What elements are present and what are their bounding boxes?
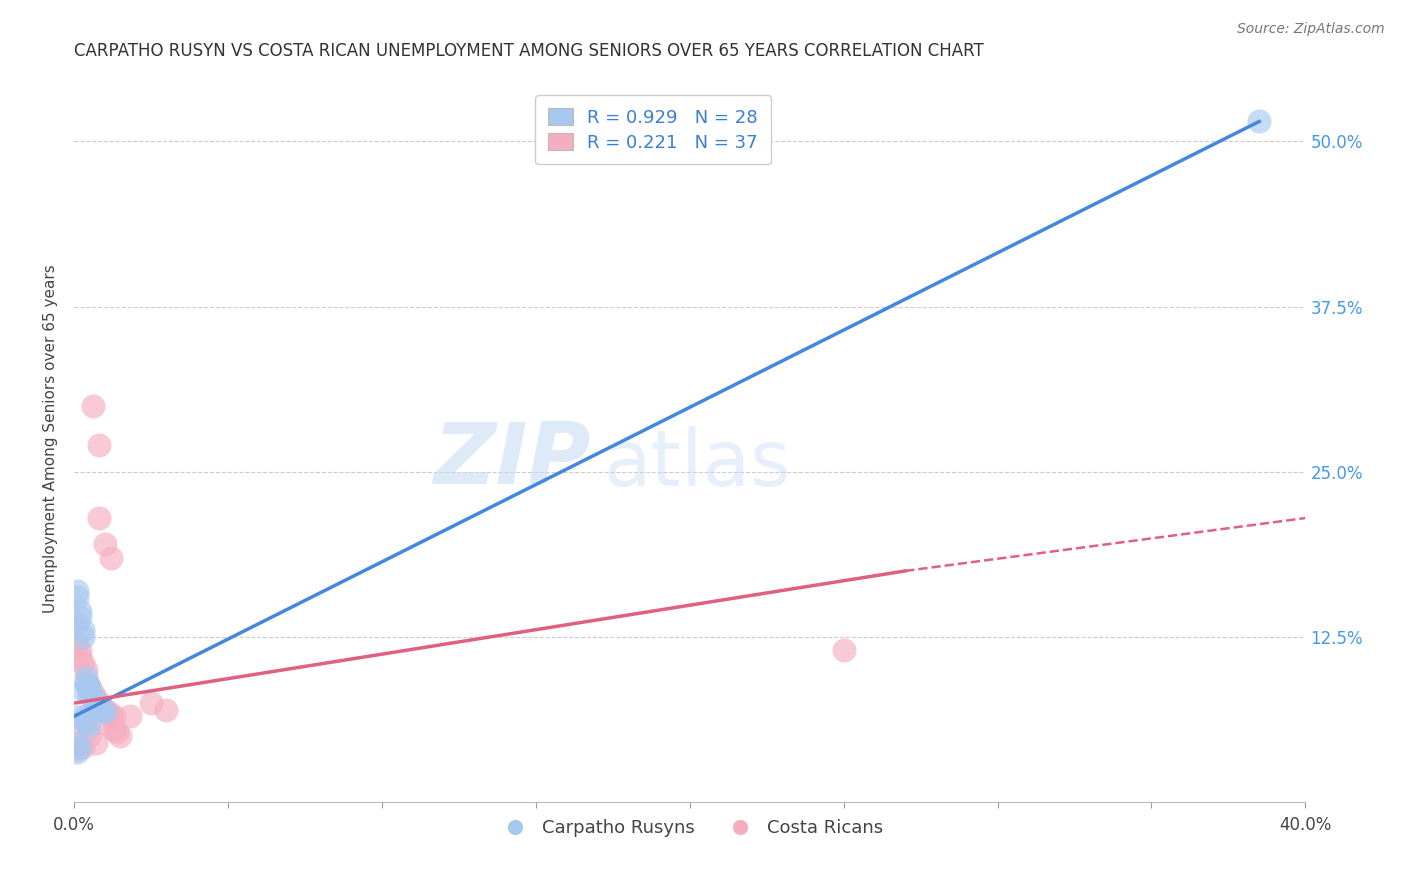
Point [94,706,117,720]
Point [66,591,89,605]
Point [66,745,89,759]
Point [82,690,104,704]
Point [87,438,110,452]
Point [90,703,112,717]
Point [66,736,89,750]
Point [82,399,104,413]
Y-axis label: Unemployment Among Seniors over 65 years: Unemployment Among Seniors over 65 years [44,264,58,613]
Point [90,700,112,714]
Point [79,687,101,701]
Legend: Carpatho Rusyns, Costa Ricans: Carpatho Rusyns, Costa Ricans [489,812,890,844]
Point [69,709,91,723]
Point [75,676,97,690]
Point [75,663,97,677]
Point [66,616,89,631]
Point [87,700,110,714]
Point [139,696,162,710]
Text: ZIP: ZIP [433,419,592,502]
Point [69,610,91,624]
Point [69,649,91,664]
Point [75,670,97,684]
Point [84,698,107,712]
Point [72,682,94,697]
Point [66,637,89,651]
Point [97,706,120,720]
Point [118,709,141,723]
Text: CARPATHO RUSYN VS COSTA RICAN UNEMPLOYMENT AMONG SENIORS OVER 65 YEARS CORRELATI: CARPATHO RUSYN VS COSTA RICAN UNEMPLOYME… [75,42,984,60]
Point [87,511,110,525]
Point [66,742,89,756]
Point [103,723,125,737]
Text: atlas: atlas [603,426,792,502]
Point [79,729,101,743]
Point [72,624,94,638]
Point [72,739,94,754]
Point [100,550,122,565]
Point [94,537,117,551]
Point [832,643,855,657]
Point [79,679,101,693]
Point [84,736,107,750]
Point [155,703,177,717]
Point [75,715,97,730]
Point [79,682,101,697]
Point [79,682,101,697]
Point [82,685,104,699]
Point [1249,114,1271,128]
Point [79,679,101,693]
Point [94,715,117,730]
Point [72,714,94,728]
Point [66,583,89,598]
Point [94,703,117,717]
Point [100,709,122,723]
Point [84,695,107,709]
Text: Source: ZipAtlas.com: Source: ZipAtlas.com [1237,22,1385,37]
Point [79,718,101,732]
Point [87,698,110,713]
Point [72,723,94,737]
Point [72,630,94,644]
Point [69,643,91,657]
Point [69,739,91,754]
Point [72,657,94,671]
Point [69,604,91,618]
Point [75,676,97,690]
Point [84,692,107,706]
Point [103,709,125,723]
Point [87,696,110,710]
Point [75,709,97,723]
Point [82,692,104,706]
Point [110,729,132,743]
Point [105,725,128,739]
Point [82,690,104,704]
